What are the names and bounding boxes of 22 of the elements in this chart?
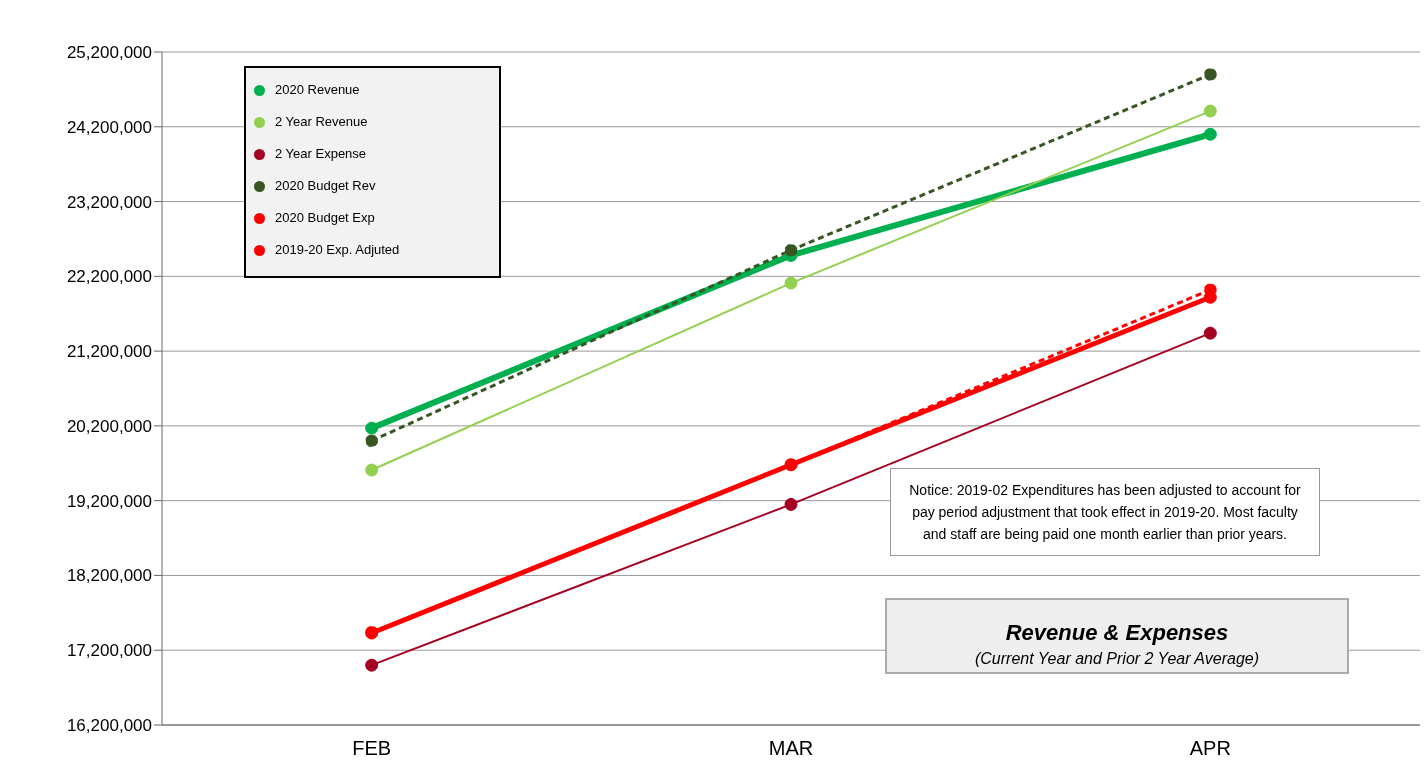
x-tick-label: APR — [1189, 737, 1231, 760]
y-tick-label: 24,200,000 — [66, 117, 152, 137]
annotation: Notice: 2019-02 Expenditures has been adjusted to account for pay period adjustment that took effect in 2019-20. Most faculty and staff are being paid one month earlier than prior years. — [890, 468, 1320, 556]
legend-label: 2020 Revenue — [275, 82, 360, 97]
y-tick-label: 18,200,000 — [66, 566, 152, 586]
y-tick-label: 17,200,000 — [66, 641, 152, 661]
x-tick-label: MAR — [768, 737, 814, 760]
y-tick-label: 16,200,000 — [66, 716, 152, 736]
legend-label: 2020 Budget Exp — [275, 210, 375, 225]
text: Revenue & Expenses — [1004, 620, 1230, 646]
text: (Current Year and Prior 2 Year Average) — [974, 650, 1260, 668]
y-tick-label: 22,200,000 — [66, 267, 152, 287]
x-tick-label: FEB — [352, 737, 392, 760]
legend-label: 2 Year Expense — [275, 146, 367, 161]
legend-label: 2020 Budget Rev — [275, 178, 376, 193]
y-tick-label: 19,200,000 — [66, 491, 152, 511]
y-tick-label: 25,200,000 — [66, 43, 152, 63]
y-tick-label: 23,200,000 — [66, 192, 152, 212]
legend-label: 2019-20 Exp. Adjuted — [275, 242, 400, 257]
y-tick-label: 21,200,000 — [66, 342, 152, 362]
y-tick-label: 20,200,000 — [66, 416, 152, 436]
legend-label: 2 Year Revenue — [275, 114, 368, 129]
